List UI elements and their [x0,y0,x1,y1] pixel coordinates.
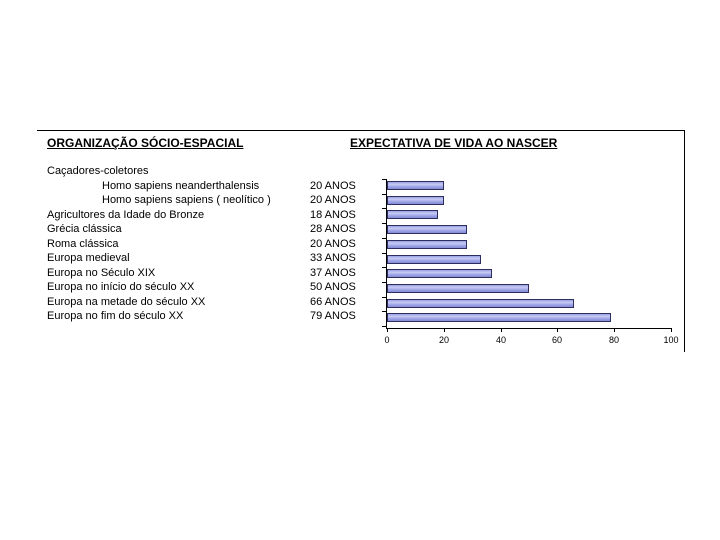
row-value: 20 ANOS [310,237,356,250]
chart-plot: 0 20 40 60 80 100 [382,179,679,345]
table-row: Europa medieval 33 ANOS [47,251,377,266]
x-axis-tick [444,328,445,332]
row-value: 18 ANOS [310,208,356,221]
y-axis-tick [382,179,387,180]
table-row: Agricultores da Idade do Bronze 18 ANOS [47,208,377,223]
y-axis-tick [382,194,387,195]
content-panel: ORGANIZAÇÃO SÓCIO-ESPACIAL EXPECTATIVA D… [37,130,685,352]
bar [387,225,467,235]
row-label: Homo sapiens neanderthalensis [102,179,260,192]
bar [387,195,444,205]
y-axis-tick [382,238,387,239]
table-row: Europa no fim do século XX 79 ANOS [47,309,377,324]
table-row: Caçadores-coletores [47,164,377,179]
bar [387,254,481,264]
row-label: Europa na metade do século XX [47,295,206,308]
row-label: Europa no Século XIX [47,266,156,279]
x-axis-tick [557,328,558,332]
y-axis-tick [382,326,387,327]
table-row: Homo sapiens neanderthalensis 20 ANOS [47,179,377,194]
row-value: 37 ANOS [310,266,356,279]
bar [387,313,611,323]
x-axis-tick [501,328,502,332]
y-axis-tick [382,311,387,312]
row-value: 28 ANOS [310,223,356,235]
row-value: 20 ANOS [310,179,356,192]
y-axis-tick [382,223,387,224]
x-axis-tick [671,328,672,332]
x-tick-label: 80 [608,335,620,345]
x-tick-label: 60 [551,335,563,345]
left-column-title: ORGANIZAÇÃO SÓCIO-ESPACIAL [47,136,244,150]
row-label: Roma clássica [47,237,119,250]
y-axis-tick [382,282,387,283]
row-value: 20 ANOS [310,194,356,206]
table-row: Europa no Século XIX 37 ANOS [47,266,377,281]
bar [387,239,467,249]
x-axis-tick [614,328,615,332]
row-label: Europa no fim do século XX [47,310,184,322]
x-axis-tick [387,328,388,332]
row-label: Europa no início do século XX [47,281,195,293]
x-tick-label: 100 [663,335,679,345]
row-label: Europa medieval [47,252,130,264]
bar [387,181,444,190]
row-label: Caçadores-coletores [47,165,149,177]
row-value: 50 ANOS [310,281,356,293]
row-label: Grécia clássica [47,223,122,235]
bar [387,210,438,220]
table-row: Roma clássica 20 ANOS [47,237,377,252]
x-tick-label: 0 [384,335,390,345]
table-row: Europa no início do século XX 50 ANOS [47,280,377,295]
table-row: Grécia clássica 28 ANOS [47,222,377,237]
y-axis-tick [382,208,387,209]
table-row: Homo sapiens sapiens ( neolítico ) 20 ANO… [47,193,377,208]
bar [387,269,492,279]
bar [387,283,529,293]
row-value: 79 ANOS [310,310,356,322]
row-value: 33 ANOS [310,252,356,264]
x-tick-label: 40 [495,335,507,345]
row-value: 66 ANOS [310,295,356,308]
row-label: Agricultores da Idade do Bronze [47,208,205,221]
row-label: Homo sapiens sapiens ( neolítico ) [102,194,271,206]
y-axis-tick [382,253,387,254]
y-axis-tick [382,297,387,298]
x-tick-label: 20 [438,335,450,345]
y-axis-tick [382,267,387,268]
table-rows: Caçadores-coletores Homo sapiens neandert… [47,164,377,324]
table-row: Europa na metade do século XX 66 ANOS [47,295,377,310]
chart-title: EXPECTATIVA DE VIDA AO NASCER [350,136,558,150]
bar [387,298,574,308]
